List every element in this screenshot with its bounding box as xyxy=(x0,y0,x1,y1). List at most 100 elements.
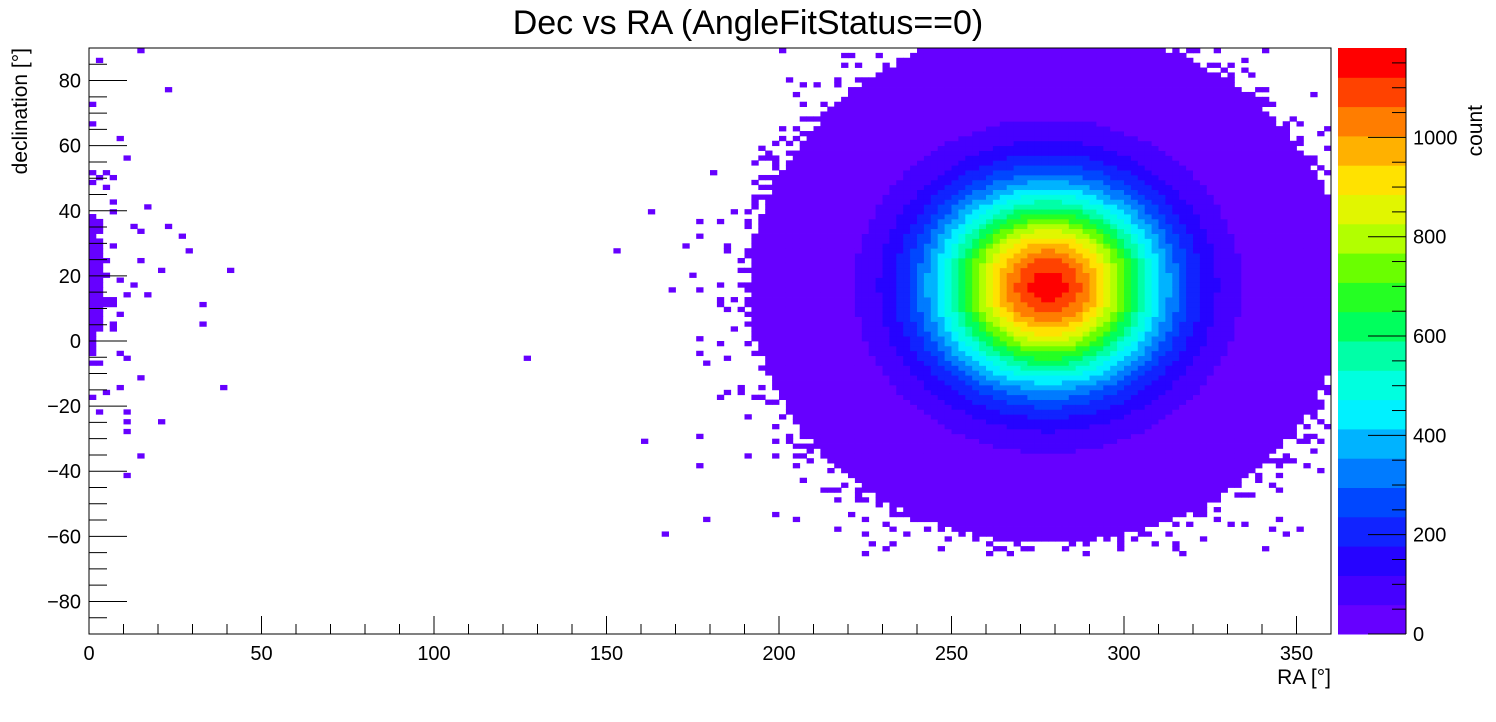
heatmap-cell xyxy=(986,87,994,93)
heatmap-cell xyxy=(799,150,807,156)
heatmap-cell xyxy=(910,67,918,73)
heatmap-cell xyxy=(1110,433,1118,440)
heatmap-cell xyxy=(1061,96,1070,103)
heatmap-cell xyxy=(986,121,994,127)
heatmap-cell xyxy=(792,331,801,337)
heatmap-cell xyxy=(896,96,904,103)
heatmap-cell xyxy=(744,297,752,303)
heatmap-cell xyxy=(882,341,890,347)
heatmap-cell xyxy=(930,155,939,161)
heatmap-cell xyxy=(751,321,759,327)
heatmap-cell xyxy=(861,428,870,435)
heatmap-cell xyxy=(1124,380,1132,386)
heatmap-cell xyxy=(910,184,918,191)
heatmap-cell xyxy=(951,238,959,244)
heatmap-cell xyxy=(896,194,904,200)
heatmap-cell xyxy=(1048,135,1056,142)
heatmap-cell xyxy=(772,253,780,259)
heatmap-cell xyxy=(889,292,897,298)
heatmap-cell xyxy=(882,140,890,147)
heatmap-cell xyxy=(785,238,794,244)
heatmap-cell xyxy=(986,96,994,103)
heatmap-cell xyxy=(986,482,994,488)
heatmap-cell xyxy=(944,179,952,186)
heatmap-cell xyxy=(1096,199,1104,205)
heatmap-cell xyxy=(972,384,980,391)
heatmap-cell xyxy=(972,399,980,405)
heatmap-cell xyxy=(903,316,911,322)
heatmap-cell xyxy=(1034,150,1042,156)
heatmap-cell xyxy=(1013,448,1021,454)
heatmap-cell xyxy=(965,414,973,420)
heatmap-cell xyxy=(979,394,987,400)
heatmap-cell xyxy=(1034,126,1042,132)
heatmap-cell xyxy=(1124,218,1132,225)
heatmap-cell xyxy=(1041,126,1049,132)
heatmap-cell xyxy=(986,433,994,440)
heatmap-cell xyxy=(896,463,904,469)
heatmap-cell xyxy=(1006,550,1014,557)
heatmap-cell xyxy=(1096,316,1104,322)
heatmap-cell xyxy=(882,160,890,166)
heatmap-cell xyxy=(799,443,807,449)
heatmap-cell xyxy=(1020,257,1028,264)
heatmap-cell xyxy=(903,238,911,244)
heatmap-cell xyxy=(1068,467,1077,474)
heatmap-cell xyxy=(1020,48,1028,54)
heatmap-cell xyxy=(999,321,1008,327)
heatmap-cell xyxy=(1061,438,1070,444)
heatmap-cell xyxy=(965,458,973,464)
heatmap-cell xyxy=(903,453,911,459)
heatmap-cell xyxy=(1006,502,1014,508)
heatmap-cell xyxy=(1041,492,1049,498)
heatmap-cell xyxy=(1075,248,1083,254)
heatmap-cell xyxy=(1075,355,1083,361)
heatmap-cell xyxy=(1055,341,1063,347)
heatmap-cell xyxy=(875,87,883,93)
heatmap-cell xyxy=(1068,233,1077,239)
heatmap-cell xyxy=(1055,516,1063,523)
heatmap-cell xyxy=(861,438,870,444)
heatmap-cell xyxy=(1061,458,1070,464)
heatmap-cell xyxy=(772,345,780,352)
heatmap-cell xyxy=(1006,433,1014,440)
heatmap-cell xyxy=(1041,526,1049,532)
heatmap-cell xyxy=(1089,111,1097,117)
heatmap-cell xyxy=(751,331,759,337)
heatmap-cell xyxy=(1041,77,1049,83)
heatmap-cell xyxy=(958,223,966,230)
heatmap-cell xyxy=(1055,292,1063,298)
heatmap-cell xyxy=(1006,443,1014,449)
heatmap-cell xyxy=(841,165,849,171)
heatmap-cell xyxy=(848,194,856,200)
heatmap-cell xyxy=(875,477,883,484)
heatmap-cell xyxy=(1048,409,1056,415)
heatmap-cell xyxy=(868,282,876,288)
heatmap-cell xyxy=(896,477,904,484)
heatmap-cell xyxy=(896,341,904,347)
heatmap-cell xyxy=(999,243,1008,249)
heatmap-cell xyxy=(834,526,842,532)
heatmap-cell xyxy=(854,360,863,366)
heatmap-cell xyxy=(868,194,876,200)
heatmap-cell xyxy=(986,458,994,464)
heatmap-cell xyxy=(937,394,945,400)
heatmap-cell xyxy=(875,194,883,200)
heatmap-cell xyxy=(1068,52,1077,59)
heatmap-cell xyxy=(889,257,897,264)
heatmap-cell xyxy=(1006,72,1014,78)
heatmap-cell xyxy=(965,424,973,430)
heatmap-cell xyxy=(1027,458,1035,464)
heatmap-cell xyxy=(1103,214,1111,220)
heatmap-cell xyxy=(1075,243,1083,249)
heatmap-cell xyxy=(1082,443,1090,449)
heatmap-cell xyxy=(875,453,883,459)
heatmap-cell xyxy=(944,272,952,278)
heatmap-cell xyxy=(972,341,980,347)
heatmap-cell xyxy=(1041,145,1049,151)
heatmap-cell xyxy=(972,131,980,137)
heatmap-cell xyxy=(779,301,787,308)
heatmap-cell xyxy=(1117,306,1125,313)
heatmap-cell xyxy=(1068,218,1077,225)
heatmap-cell xyxy=(972,233,980,239)
